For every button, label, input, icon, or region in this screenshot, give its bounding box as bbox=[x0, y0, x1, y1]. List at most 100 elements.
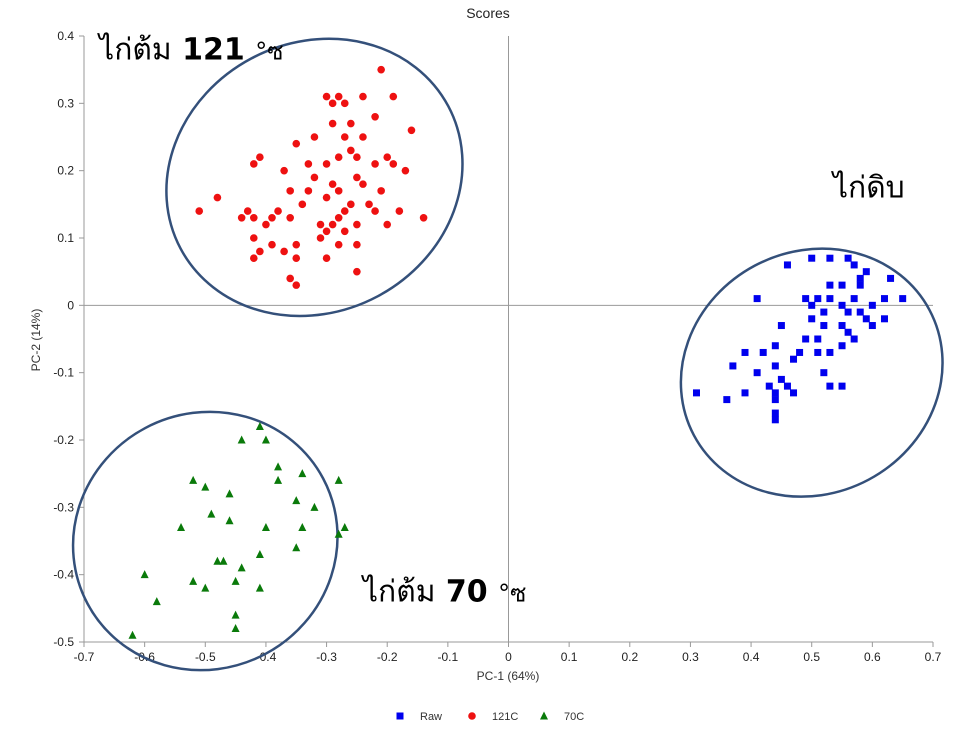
ellipse-121c bbox=[165, 37, 464, 318]
point-121c bbox=[243, 207, 252, 215]
x-axis-label: PC-1 (64%) bbox=[477, 669, 540, 683]
point-raw bbox=[844, 308, 852, 316]
point-raw bbox=[868, 301, 876, 309]
point-121c bbox=[353, 220, 361, 229]
point-70c bbox=[255, 583, 264, 592]
point-121c bbox=[286, 187, 294, 195]
x-tick-label: 0 bbox=[505, 650, 512, 664]
y-tick-label: 0.1 bbox=[57, 231, 74, 245]
point-121c bbox=[383, 153, 392, 161]
point-70c bbox=[298, 469, 307, 478]
point-raw bbox=[771, 396, 779, 404]
point-raw bbox=[826, 348, 834, 356]
point-raw bbox=[814, 335, 822, 343]
point-121c bbox=[340, 99, 349, 108]
point-raw bbox=[771, 409, 779, 417]
point-70c bbox=[225, 489, 234, 498]
point-121c bbox=[334, 240, 343, 249]
point-raw bbox=[814, 348, 822, 356]
point-raw bbox=[783, 382, 791, 390]
point-raw bbox=[790, 389, 798, 397]
point-121c bbox=[298, 200, 307, 209]
y-tick-label: -0.1 bbox=[53, 366, 74, 380]
point-121c bbox=[292, 281, 301, 289]
legend-marker-70c bbox=[540, 711, 548, 720]
point-70c bbox=[261, 435, 270, 444]
point-raw bbox=[856, 274, 864, 282]
point-raw bbox=[838, 382, 846, 390]
annotations: ไก่ต้ม 121 °ซไก่ดิบไก่ต้ม 70 °ซ bbox=[97, 32, 905, 610]
legend-label-70c: 70C bbox=[564, 711, 584, 723]
point-70c bbox=[274, 462, 283, 471]
point-70c bbox=[292, 496, 301, 505]
x-tick-label: 0.5 bbox=[803, 650, 820, 664]
point-121c bbox=[310, 173, 319, 182]
annotation-text: ไก่ต้ม bbox=[97, 32, 172, 68]
point-raw bbox=[820, 369, 828, 377]
point-raw bbox=[899, 295, 907, 303]
legend-label-raw: Raw bbox=[420, 711, 442, 723]
x-tick-label: -0.5 bbox=[195, 650, 216, 664]
y-tick-label: -0.5 bbox=[53, 635, 74, 649]
point-70c bbox=[231, 576, 240, 585]
point-121c bbox=[389, 92, 398, 101]
point-70c bbox=[152, 597, 161, 606]
point-70c bbox=[310, 502, 319, 511]
point-121c bbox=[334, 92, 343, 101]
point-121c bbox=[195, 207, 204, 215]
chart-title: Scores bbox=[466, 5, 510, 21]
point-121c bbox=[347, 146, 355, 155]
point-raw bbox=[850, 261, 858, 269]
point-raw bbox=[808, 301, 816, 309]
annotation-label: ไก่ดิบ bbox=[831, 170, 905, 206]
point-121c bbox=[353, 267, 361, 276]
point-70c bbox=[298, 523, 307, 532]
annotation-label: ไก่ต้ม 121 °ซ bbox=[97, 32, 283, 68]
point-70c bbox=[177, 523, 186, 532]
x-tick-label: -0.2 bbox=[377, 650, 398, 664]
point-raw bbox=[729, 362, 737, 370]
point-70c bbox=[128, 630, 137, 639]
point-raw bbox=[771, 342, 779, 350]
point-70c bbox=[231, 624, 240, 633]
point-121c bbox=[371, 113, 379, 121]
point-121c bbox=[401, 166, 410, 175]
point-raw bbox=[838, 281, 846, 289]
point-raw bbox=[753, 295, 761, 303]
point-70c bbox=[207, 509, 216, 518]
point-raw bbox=[826, 295, 834, 303]
y-tick-label: 0.2 bbox=[57, 164, 74, 178]
point-121c bbox=[389, 160, 398, 168]
x-tick-label: 0.6 bbox=[864, 650, 881, 664]
point-121c bbox=[268, 214, 276, 222]
point-121c bbox=[377, 187, 385, 195]
point-raw bbox=[802, 335, 810, 343]
point-121c bbox=[256, 247, 264, 256]
legend-marker-raw bbox=[396, 712, 404, 720]
ellipse-raw bbox=[679, 247, 944, 498]
group-ellipses bbox=[71, 37, 944, 672]
point-raw bbox=[802, 295, 810, 303]
point-70c bbox=[261, 523, 270, 532]
point-raw bbox=[796, 348, 804, 356]
point-121c bbox=[304, 160, 313, 168]
point-70c bbox=[292, 543, 301, 552]
annotation-text: ไก่ต้ม bbox=[361, 574, 436, 610]
point-121c bbox=[334, 214, 343, 222]
point-121c bbox=[359, 92, 367, 101]
point-70c bbox=[255, 549, 264, 558]
legend-marker-121c bbox=[468, 712, 476, 720]
point-70c bbox=[140, 570, 149, 579]
annotation-label: ไก่ต้ม 70 °ซ bbox=[361, 574, 526, 610]
y-tick-label: 0.3 bbox=[57, 96, 74, 110]
point-raw bbox=[826, 254, 834, 262]
y-axis-label: PC-2 (14%) bbox=[29, 309, 43, 372]
annotation-number: 70 bbox=[435, 575, 498, 610]
point-121c bbox=[347, 119, 355, 128]
point-raw bbox=[856, 308, 864, 316]
x-tick-label: 0.7 bbox=[925, 650, 942, 664]
point-70c bbox=[237, 563, 246, 572]
point-raw bbox=[820, 308, 828, 316]
series-raw bbox=[692, 254, 907, 424]
